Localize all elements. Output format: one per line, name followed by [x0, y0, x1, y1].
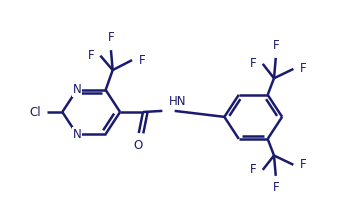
Text: F: F [300, 158, 306, 171]
Text: N: N [72, 127, 81, 140]
Text: F: F [108, 31, 114, 44]
Text: F: F [250, 57, 256, 70]
Text: F: F [87, 49, 94, 62]
Text: F: F [300, 62, 306, 75]
Text: F: F [138, 54, 145, 67]
Text: N: N [72, 84, 81, 97]
Text: HN: HN [169, 95, 186, 108]
Text: F: F [272, 39, 279, 52]
Text: F: F [272, 181, 279, 194]
Text: F: F [250, 163, 256, 176]
Text: O: O [133, 139, 143, 152]
Text: Cl: Cl [29, 106, 41, 118]
